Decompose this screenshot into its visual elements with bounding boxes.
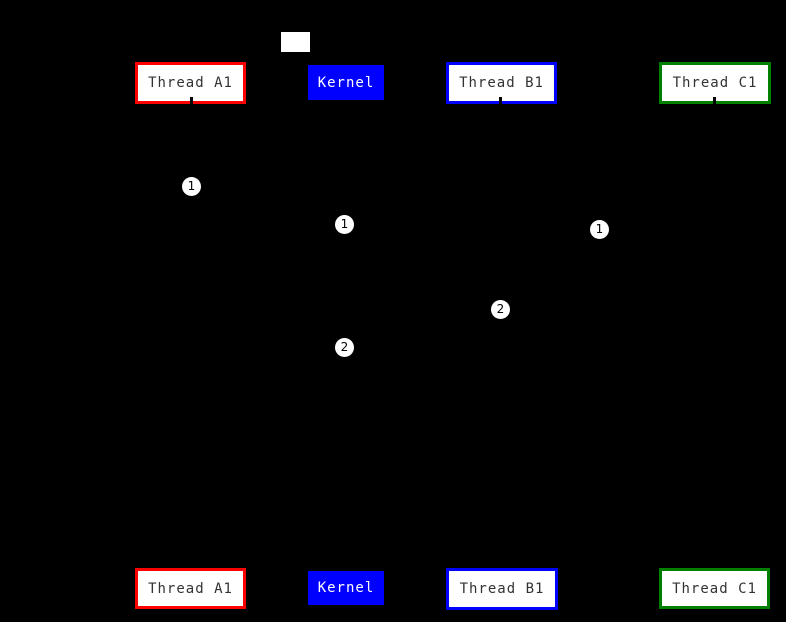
event-marker-circle: 1: [335, 215, 354, 234]
actor-box-kernel-top: Kernel: [308, 65, 384, 100]
lifeline-notch-c1-top: [713, 97, 716, 105]
event-marker-circle: 1: [590, 220, 609, 239]
event-marker-circle: 2: [335, 338, 354, 357]
actor-box-kernel-bottom: Kernel: [308, 571, 384, 605]
legend-swatch: [281, 32, 310, 52]
lifeline-notch-a1-top: [190, 97, 193, 105]
actor-box-thread-a1-bottom: Thread A1: [135, 568, 246, 609]
actor-box-thread-b1-bottom: Thread B1: [446, 568, 558, 610]
actor-box-thread-c1-bottom: Thread C1: [659, 568, 770, 609]
lifeline-notch-b1-top: [499, 97, 502, 105]
event-marker-circle: 2: [491, 300, 510, 319]
event-marker-circle: 1: [182, 177, 201, 196]
